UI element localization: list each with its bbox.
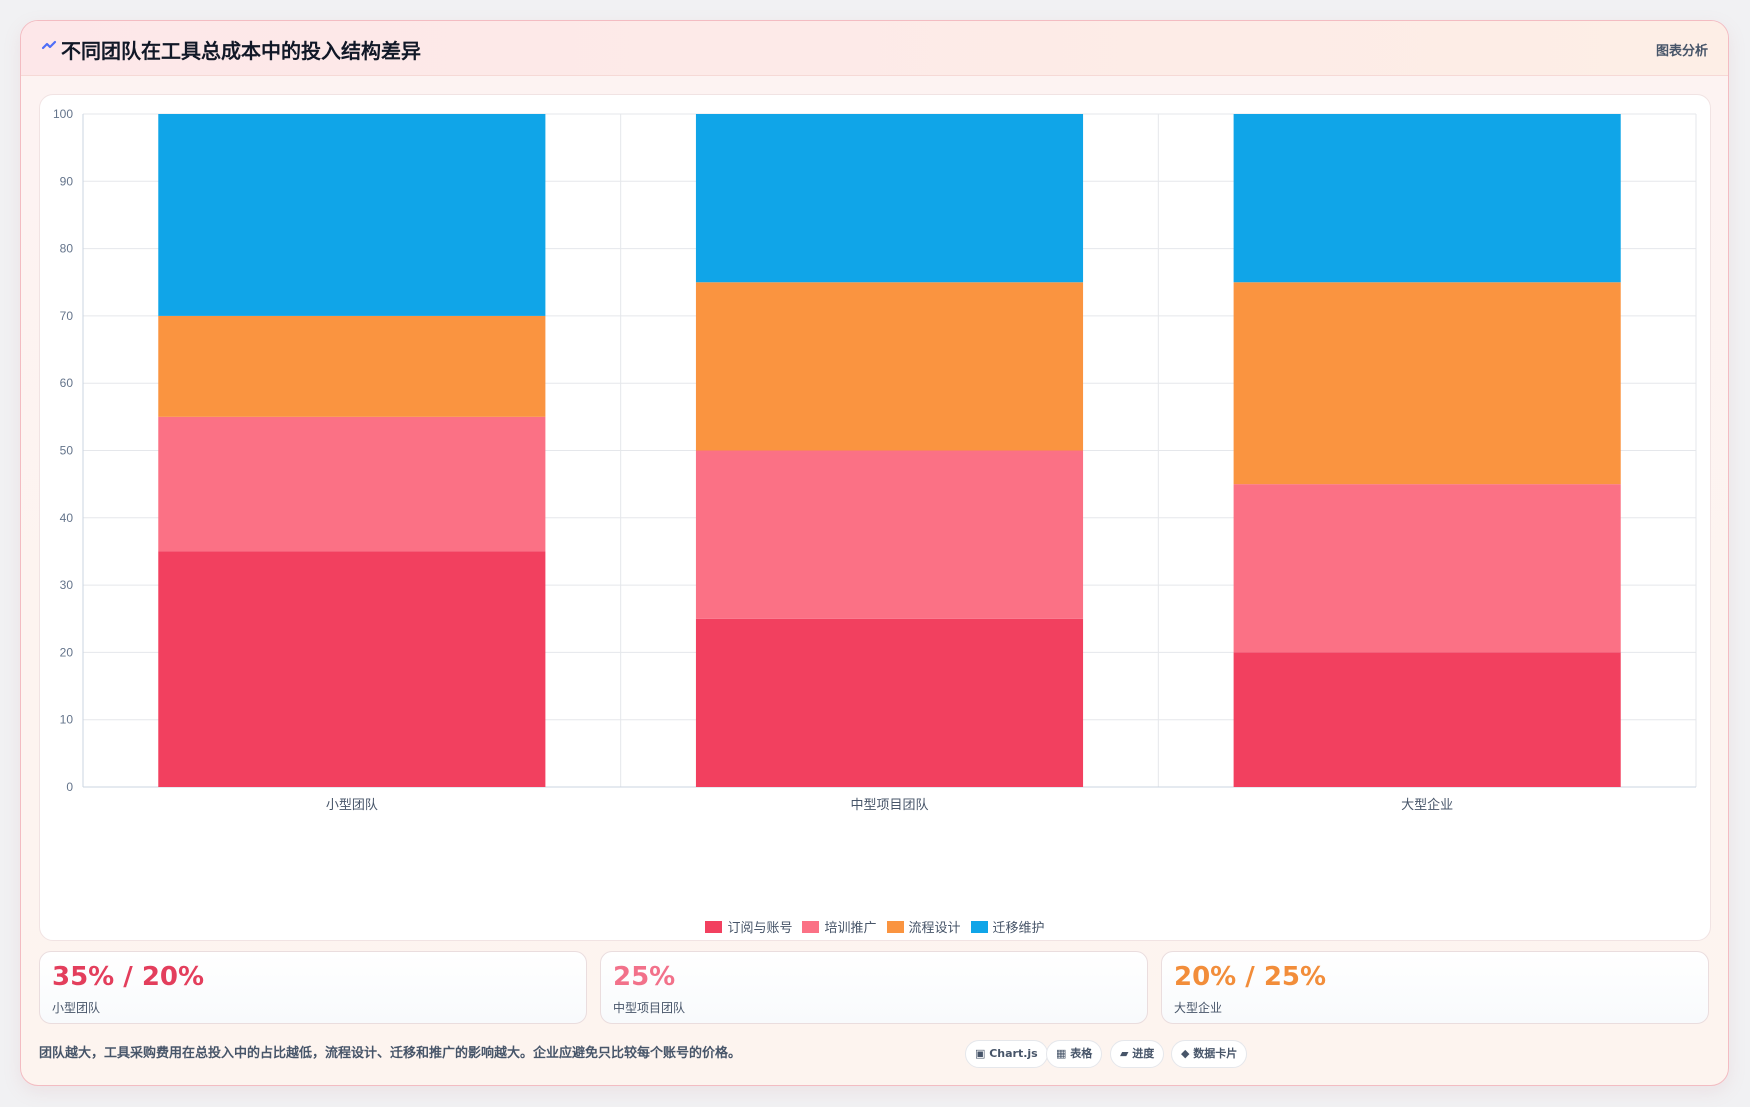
y-tick-label: 40 xyxy=(60,511,74,525)
y-tick-label: 70 xyxy=(60,309,74,323)
bar-segment xyxy=(695,450,1084,619)
chart-legend: 订阅与账号 培训推广 流程设计 迁移维护 xyxy=(40,917,1710,936)
y-tick-label: 20 xyxy=(60,645,74,659)
y-tick-label: 0 xyxy=(66,780,73,794)
x-tick-label: 大型企业 xyxy=(1401,797,1453,813)
stat-label: 大型企业 xyxy=(1174,1001,1223,1015)
bar-segment xyxy=(158,551,546,787)
legend-label: 订阅与账号 xyxy=(727,921,793,936)
stat-card-enterprise: 20% / 25% 大型企业 xyxy=(1161,951,1709,1024)
y-tick-label: 80 xyxy=(60,242,74,256)
legend-swatch xyxy=(970,921,988,933)
bar-segment xyxy=(158,315,546,417)
legend-swatch xyxy=(802,921,820,933)
y-tick-label: 10 xyxy=(60,713,74,727)
stat-card-small-team: 35% / 20% 小型团队 xyxy=(39,951,587,1024)
x-tick-label: 中型项目团队 xyxy=(850,798,928,813)
stat-label: 小型团队 xyxy=(52,1001,101,1015)
x-tick-label: 小型团队 xyxy=(326,798,378,813)
card-header: 不同团队在工具总成本中的投入结构差异 图表分析 xyxy=(21,21,1728,76)
chip-chartjs[interactable]: ▣ Chart.js xyxy=(965,1040,1048,1068)
y-tick-label: 30 xyxy=(60,578,74,592)
bar-segment xyxy=(695,114,1084,283)
chip-data-card[interactable]: ◆ 数据卡片 xyxy=(1171,1040,1248,1068)
legend-item[interactable]: 流程设计 xyxy=(886,917,961,936)
stat-value: 35% / 20% xyxy=(52,962,205,992)
chip-progress[interactable]: ▰ 进度 xyxy=(1110,1040,1165,1068)
bar-segment xyxy=(1233,282,1621,485)
y-tick-label: 60 xyxy=(60,376,74,390)
y-tick-label: 50 xyxy=(60,444,74,458)
chart-card: 不同团队在工具总成本中的投入结构差异 图表分析 0 10 20 30 40 50 60 70 8… xyxy=(20,20,1729,1086)
page-title: 不同团队在工具总成本中的投入结构差异 xyxy=(61,39,421,63)
legend-item[interactable]: 迁移维护 xyxy=(970,917,1045,936)
stat-value: 20% / 25% xyxy=(1174,962,1327,992)
stat-card-mid-team: 25% 中型项目团队 xyxy=(600,951,1148,1024)
legend-label: 迁移维护 xyxy=(992,921,1045,936)
bar-segment xyxy=(1233,114,1621,283)
bar-segment xyxy=(695,618,1084,787)
y-tick-label: 100 xyxy=(53,107,73,121)
y-tick-label: 90 xyxy=(60,174,74,188)
bar-segment xyxy=(158,416,546,552)
insight-note: 团队越大，工具采购费用在总投入中的占比越低，流程设计、迁移和推广的影响越大。企业… xyxy=(39,1046,742,1061)
stacked-bar-chart: 0 10 20 30 40 50 60 70 80 90 100 小型团队 中型项目团队 大型企业 xyxy=(53,107,1697,813)
chip-table[interactable]: ▦ 表格 xyxy=(1046,1040,1103,1068)
legend-swatch xyxy=(705,921,723,933)
legend-label: 培训推广 xyxy=(824,921,877,936)
header-tag: 图表分析 xyxy=(1655,44,1708,59)
stat-value: 25% xyxy=(613,962,676,992)
chart-spark-icon xyxy=(41,40,57,50)
plot-area: 0 10 20 30 40 50 60 70 80 90 100 小型团队 中型项目团队 大型企业 订阅与… xyxy=(39,94,1711,941)
bar-segment xyxy=(695,282,1084,451)
legend-item[interactable]: 培训推广 xyxy=(802,917,877,936)
bar-segment xyxy=(158,114,546,316)
legend-label: 流程设计 xyxy=(908,921,961,936)
stat-label: 中型项目团队 xyxy=(613,1001,686,1015)
legend-swatch xyxy=(886,921,904,933)
bar-segment xyxy=(1233,484,1621,653)
bar-segment xyxy=(1233,652,1621,787)
legend-item[interactable]: 订阅与账号 xyxy=(705,917,792,936)
